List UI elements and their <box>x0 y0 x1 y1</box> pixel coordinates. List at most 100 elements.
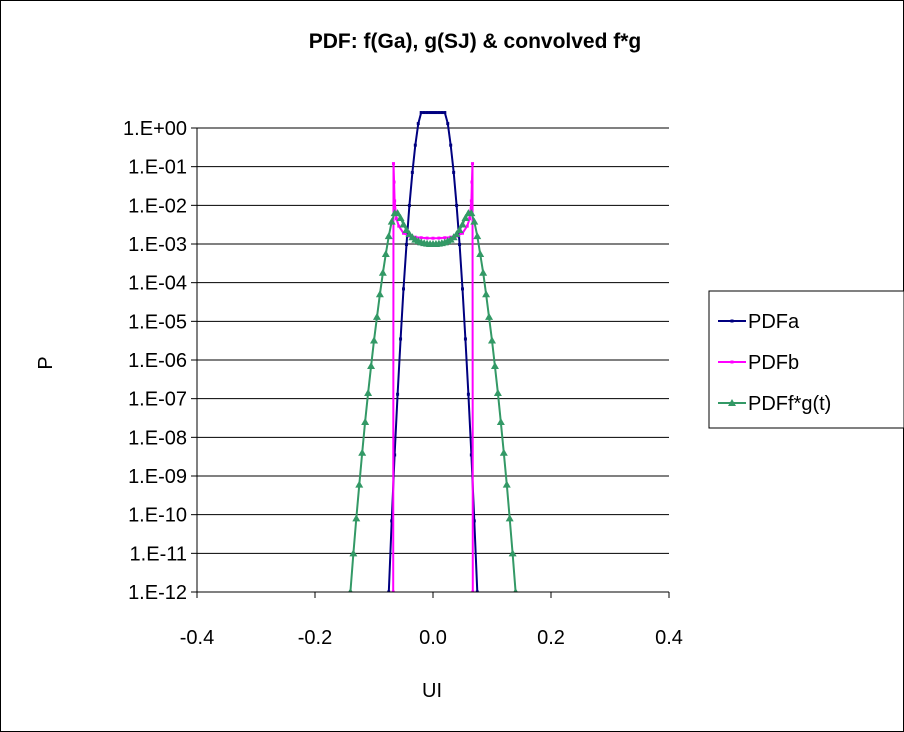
data-point <box>472 519 476 523</box>
x-tick-label: 0.2 <box>537 627 565 649</box>
data-point <box>358 448 367 456</box>
data-point <box>493 389 502 397</box>
data-point <box>502 480 511 488</box>
data-point <box>425 236 429 240</box>
legend-item: PDFb <box>718 352 799 374</box>
y-tick-label: 1.E-01 <box>128 157 187 179</box>
data-point <box>468 217 472 221</box>
data-point <box>394 217 398 221</box>
data-point <box>402 287 405 291</box>
data-point <box>372 312 381 320</box>
data-point <box>479 268 488 276</box>
data-point <box>513 588 518 592</box>
data-point <box>452 230 461 238</box>
x-tick-label: -0.2 <box>298 627 332 649</box>
legend-label: PDFb <box>748 352 799 374</box>
data-point <box>390 519 394 523</box>
data-point <box>355 480 364 488</box>
data-point <box>463 337 467 341</box>
data-point <box>402 231 405 235</box>
x-tick-label: -0.4 <box>180 627 214 649</box>
y-tick-label: 1.E-09 <box>128 466 187 488</box>
data-point <box>482 290 491 298</box>
data-point <box>364 389 373 397</box>
data-point <box>458 243 462 247</box>
data-point <box>470 217 479 225</box>
data-point <box>440 111 444 115</box>
data-point <box>352 514 361 522</box>
data-point <box>730 319 734 323</box>
data-point <box>434 111 438 115</box>
data-point <box>730 360 734 364</box>
data-point <box>399 337 403 341</box>
series-PDFa <box>387 111 479 592</box>
legend-item: PDFf*g(t) <box>718 393 831 415</box>
data-point <box>469 199 473 203</box>
y-tick-label: 1.E+00 <box>123 118 187 140</box>
data-point <box>393 453 397 457</box>
data-point <box>396 214 405 222</box>
data-point <box>476 250 485 258</box>
data-point <box>381 250 390 258</box>
data-point <box>471 590 475 592</box>
y-tick-label: 1.E-08 <box>128 427 187 449</box>
y-tick-label: 1.E-06 <box>128 350 187 372</box>
series-layer <box>348 111 518 592</box>
data-point <box>449 143 453 147</box>
data-point <box>393 209 402 217</box>
x-axis-label: UI <box>422 680 442 702</box>
chart-title: PDF: f(Ga), g(SJ) & convolved f*g <box>309 30 642 53</box>
data-point <box>410 170 414 174</box>
data-point <box>446 122 450 126</box>
data-point <box>387 217 396 225</box>
data-point <box>384 232 393 240</box>
x-tick-label: 0.0 <box>419 627 447 649</box>
data-point <box>396 392 400 396</box>
data-point <box>402 226 411 234</box>
data-point <box>455 226 464 234</box>
gridlines <box>197 127 669 593</box>
y-tick-label: 1.E-11 <box>130 543 187 565</box>
data-point <box>490 361 499 369</box>
data-point <box>413 143 417 147</box>
legend-box <box>708 290 904 429</box>
y-tick-label: 1.E-05 <box>128 311 187 333</box>
data-point <box>467 209 476 217</box>
data-point <box>399 220 408 228</box>
y-tick-label: 1.E-12 <box>128 582 187 604</box>
data-point <box>387 590 391 592</box>
data-point <box>505 514 514 522</box>
data-point <box>393 199 397 203</box>
y-tick-label: 1.E-10 <box>128 505 187 527</box>
data-point <box>461 214 470 222</box>
x-axis-ticks: -0.4 -0.2 0.0 0.2 0.4 <box>180 592 683 649</box>
data-point <box>407 204 411 208</box>
data-point <box>425 111 429 115</box>
data-point <box>728 399 736 406</box>
y-tick-label: 1.E-04 <box>128 273 187 295</box>
data-point <box>473 232 482 240</box>
data-point <box>465 224 469 228</box>
legend-label: PDFa <box>748 311 800 333</box>
data-point <box>443 236 447 240</box>
data-point <box>361 417 370 425</box>
y-tick-label: 1.E-03 <box>128 234 187 256</box>
data-point <box>488 336 496 344</box>
data-point <box>416 122 420 126</box>
data-point <box>419 236 423 240</box>
data-point <box>348 588 353 592</box>
legend-item: PDFa <box>718 311 800 333</box>
data-point <box>466 392 470 396</box>
data-point <box>378 268 387 276</box>
y-axis-ticks: 1.E+00 1.E-01 1.E-02 1.E-03 1.E-04 1.E-05 1.E-… <box>123 118 197 604</box>
legend: PDFa PDFb PDFf*g(t) <box>708 290 904 429</box>
data-point <box>508 549 517 557</box>
data-point <box>391 162 395 166</box>
y-axis-label: P <box>35 356 57 369</box>
data-point <box>397 224 401 228</box>
data-point <box>370 336 378 344</box>
data-point <box>349 549 358 557</box>
data-point <box>437 111 441 115</box>
data-point <box>471 162 475 166</box>
